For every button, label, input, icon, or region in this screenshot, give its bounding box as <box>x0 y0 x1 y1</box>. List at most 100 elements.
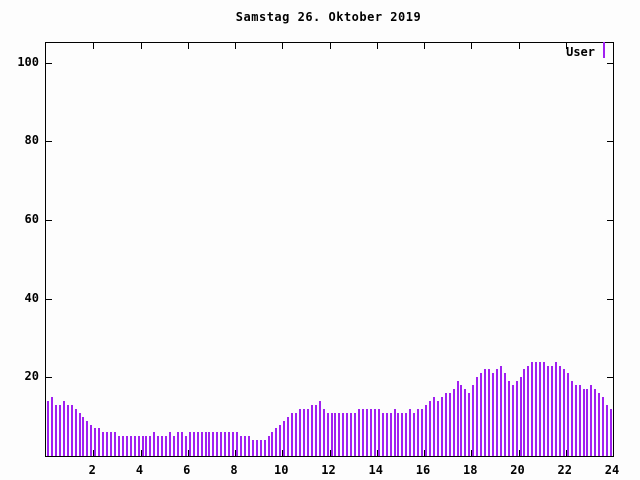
bar <box>436 400 439 456</box>
bar <box>212 432 215 456</box>
bar <box>350 412 353 456</box>
y-tick-mark <box>607 141 613 143</box>
bar <box>184 436 187 456</box>
bar <box>464 389 467 456</box>
x-tick-mark <box>329 450 331 456</box>
bar <box>110 432 112 456</box>
x-tick-mark <box>518 450 520 456</box>
bar <box>78 412 81 456</box>
bar <box>566 373 569 456</box>
bar <box>543 361 546 456</box>
x-tick-mark <box>93 450 95 456</box>
bar <box>322 408 325 456</box>
bar <box>232 432 235 456</box>
bar <box>330 412 333 456</box>
x-tick-label: 24 <box>604 463 620 477</box>
bar <box>578 385 581 456</box>
bar <box>590 385 593 456</box>
bar <box>287 416 290 456</box>
bar <box>523 369 526 456</box>
bar <box>535 361 538 456</box>
bar <box>228 432 231 456</box>
bar <box>314 404 317 456</box>
bar <box>385 412 388 456</box>
bar <box>428 400 431 456</box>
bar <box>452 389 455 456</box>
x-tick-mark <box>282 450 284 456</box>
x-tick-mark <box>140 450 142 456</box>
bar <box>409 408 412 456</box>
bar <box>283 420 286 456</box>
bar <box>586 389 589 456</box>
bar <box>594 389 597 456</box>
x-tick-label: 20 <box>510 463 525 477</box>
y-tick-mark <box>46 298 52 300</box>
bar <box>444 393 447 456</box>
bar <box>196 432 199 456</box>
bar <box>50 397 53 456</box>
bar <box>137 436 140 456</box>
bar <box>558 365 561 456</box>
bar <box>373 408 376 456</box>
bar <box>216 432 219 456</box>
bar <box>279 424 282 456</box>
x-tick-mark <box>471 450 473 456</box>
bar <box>106 432 109 456</box>
bar <box>149 436 152 456</box>
bar <box>570 381 573 456</box>
bar <box>165 436 168 456</box>
bar <box>381 412 384 456</box>
bar <box>302 408 305 456</box>
bar <box>582 389 585 456</box>
bar <box>255 440 258 456</box>
x-tick-mark <box>613 450 614 456</box>
x-tick-label: 18 <box>463 463 478 477</box>
bar <box>460 385 463 456</box>
bar <box>338 412 341 456</box>
y-tick-mark <box>46 220 52 221</box>
bar <box>362 408 364 456</box>
bar <box>574 385 577 456</box>
bar <box>472 385 475 456</box>
bar <box>369 408 372 456</box>
bar <box>547 365 550 456</box>
bar <box>54 404 57 456</box>
bar <box>295 412 298 456</box>
bar <box>476 377 479 456</box>
bar <box>169 432 172 456</box>
bar <box>503 373 506 456</box>
bar <box>389 412 392 456</box>
x-tick-mark <box>518 43 520 49</box>
x-tick-label: 8 <box>230 463 238 477</box>
bar <box>102 432 105 456</box>
bar <box>161 436 164 456</box>
bar <box>531 361 534 456</box>
bar <box>117 436 120 456</box>
bar <box>491 373 494 456</box>
chart-title: Samstag 26. Oktober 2019 <box>235 10 422 24</box>
bar <box>495 369 498 456</box>
y-tick-mark <box>607 377 613 379</box>
x-tick-mark <box>471 43 473 49</box>
x-tick-mark <box>187 450 189 456</box>
x-tick-label: 2 <box>88 463 96 477</box>
bar <box>326 412 329 456</box>
bar <box>318 400 321 456</box>
bar <box>291 412 294 456</box>
x-tick-mark <box>235 43 236 49</box>
bar <box>90 424 93 456</box>
bar <box>397 412 400 456</box>
bar <box>157 436 160 456</box>
bar <box>86 420 89 456</box>
bar <box>456 381 459 456</box>
bar <box>511 385 514 456</box>
bar <box>173 436 175 456</box>
legend: User <box>566 42 605 59</box>
bar <box>440 397 443 456</box>
bar <box>377 408 380 456</box>
legend-line-sample <box>603 42 605 58</box>
bar <box>113 432 116 456</box>
x-tick-mark <box>376 43 378 49</box>
y-tick-label: 60 <box>24 212 39 226</box>
